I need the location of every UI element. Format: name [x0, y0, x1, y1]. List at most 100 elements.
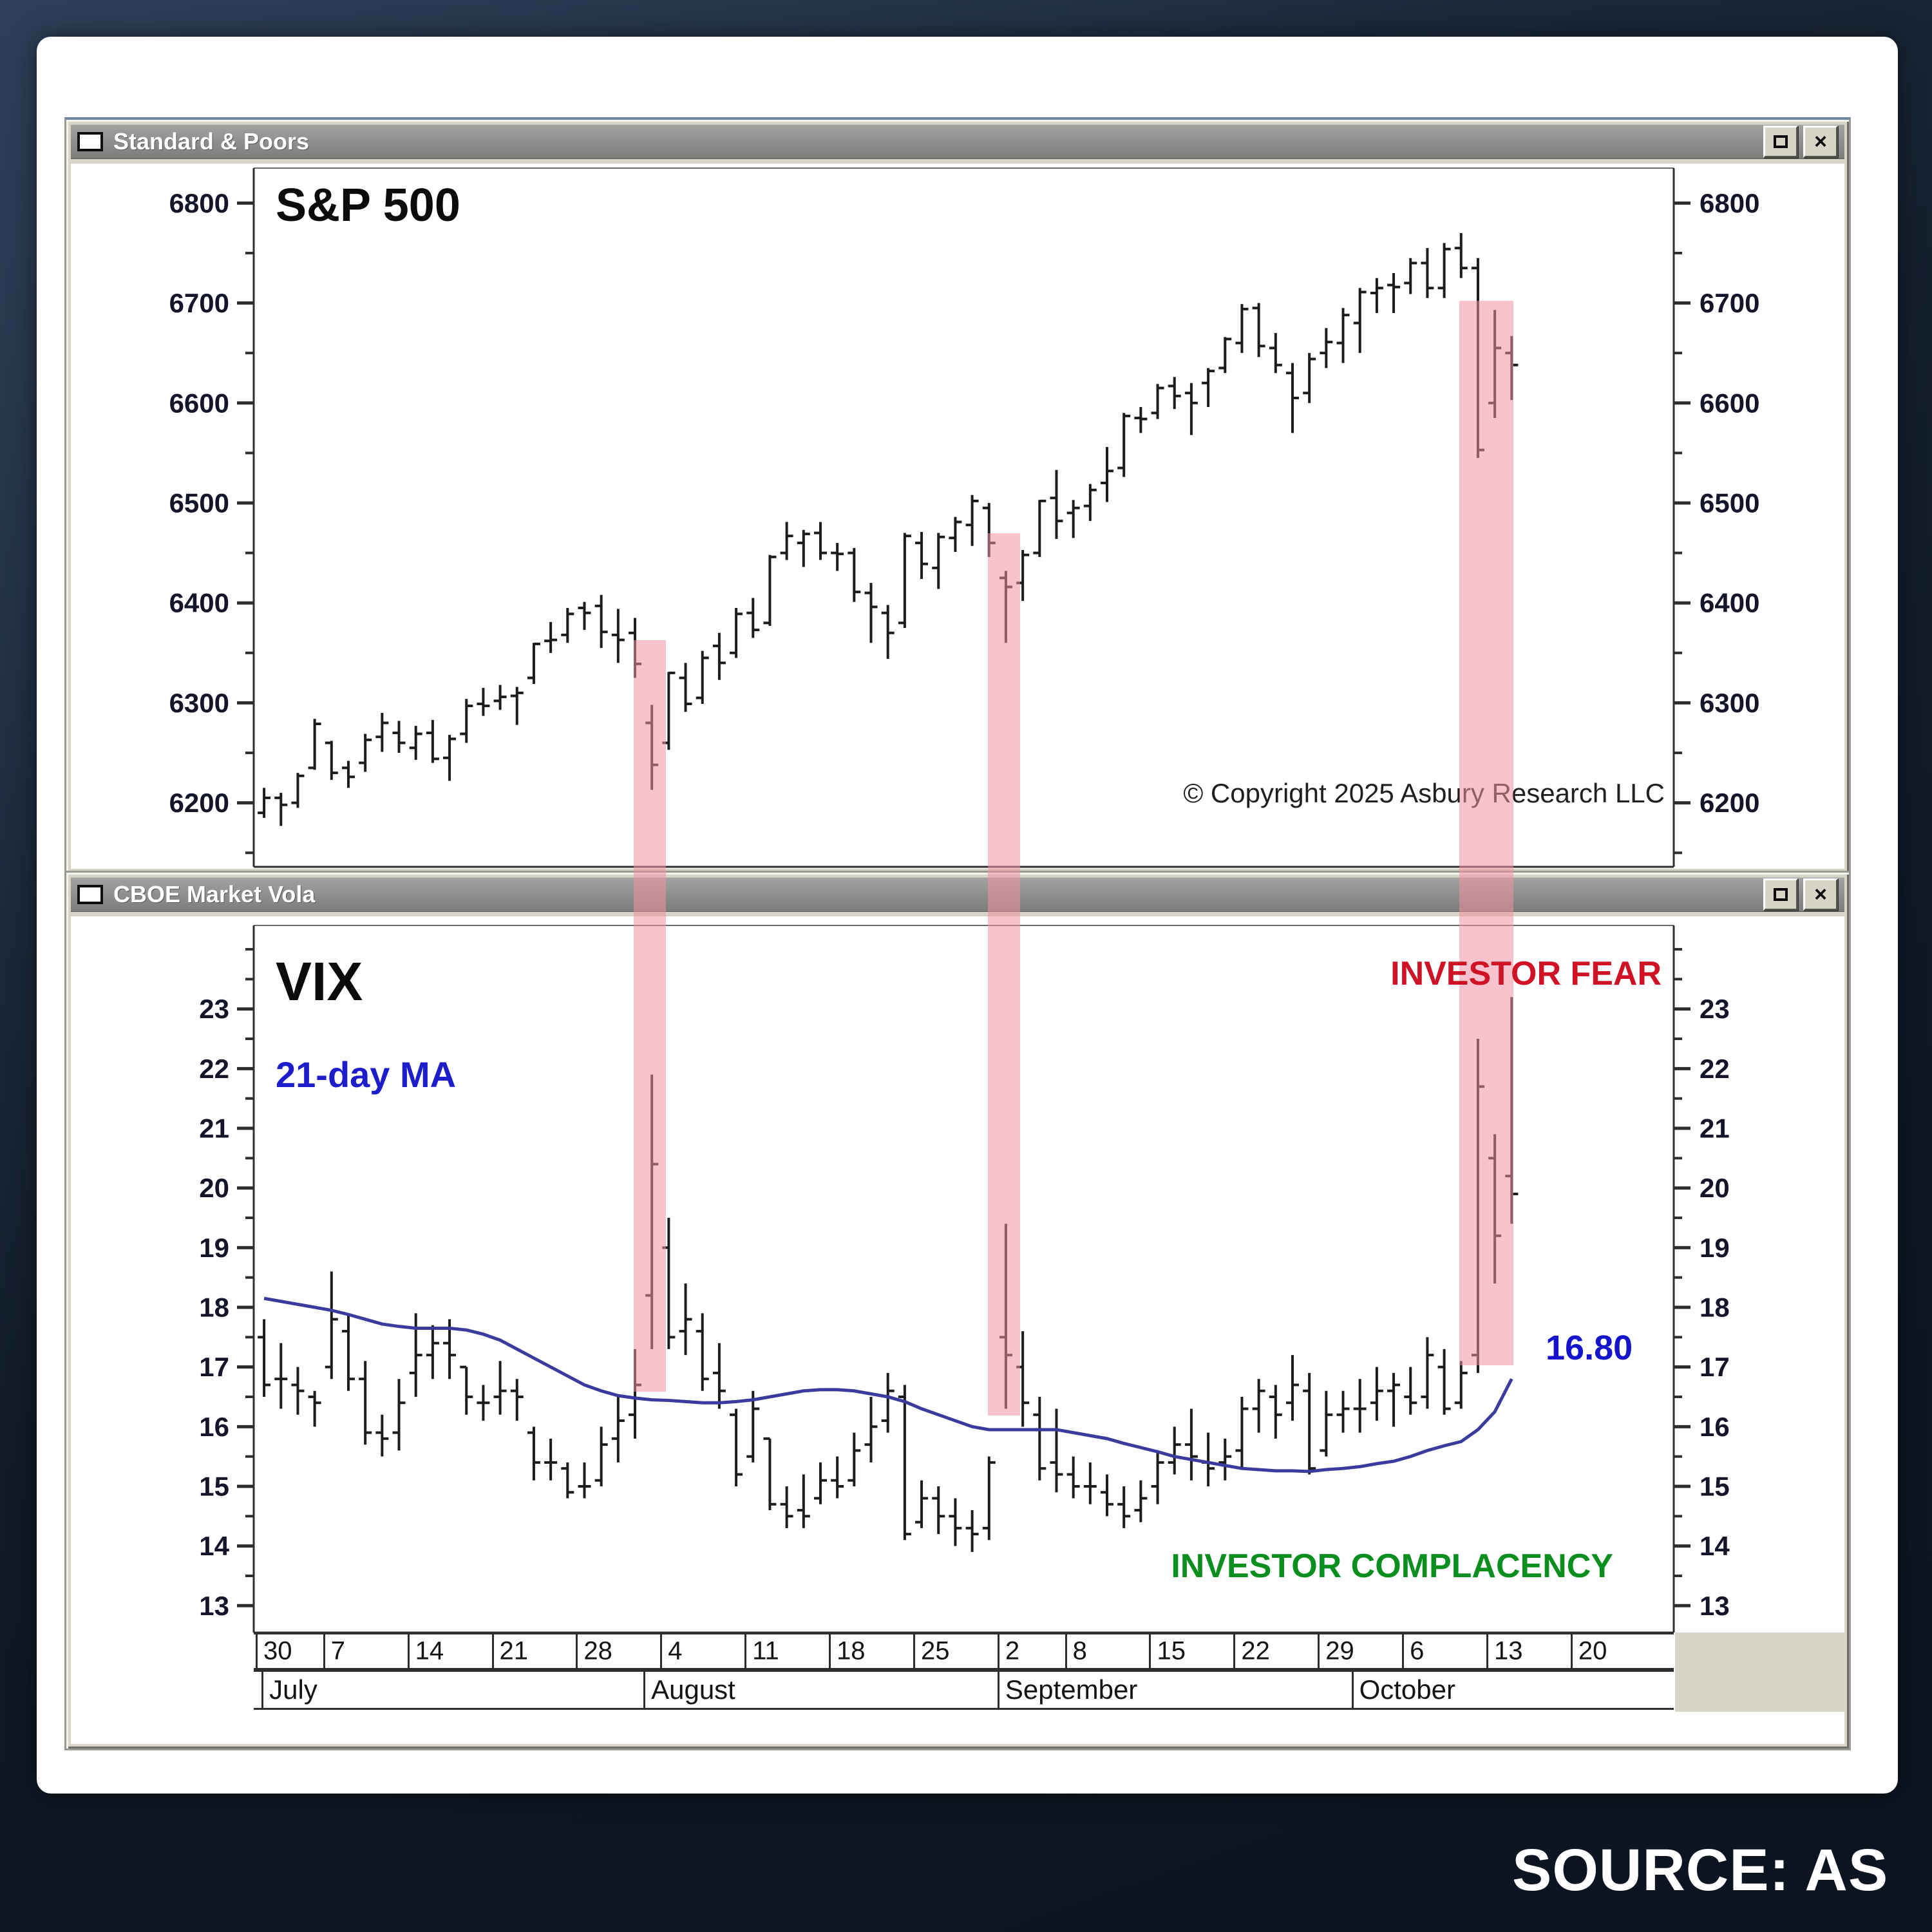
axis-divider: [1149, 1634, 1151, 1668]
y-axis-tick-label: 6700: [1700, 288, 1759, 318]
y-axis-tick-label: 6300: [169, 688, 229, 718]
vix-window-title: CBOE Market Vola: [113, 881, 316, 907]
x-axis-tick-label: 14: [415, 1636, 444, 1665]
axis-divider: [997, 1634, 999, 1668]
close-button[interactable]: ×: [1803, 878, 1838, 911]
y-axis-tick-label: 6800: [169, 188, 229, 218]
x-axis-tick-label: 22: [1241, 1636, 1270, 1665]
x-axis-tick-label: 25: [920, 1636, 950, 1665]
ma-last-value-label: 16.80: [1546, 1329, 1633, 1367]
y-axis-tick-label: 14: [199, 1531, 229, 1561]
axis-divider: [660, 1634, 663, 1668]
x-axis-tick-label: 11: [752, 1636, 779, 1665]
y-axis-tick-label: 19: [199, 1233, 229, 1263]
y-axis-tick-label: 14: [1700, 1531, 1730, 1561]
x-axis-tick-label: 30: [263, 1636, 292, 1665]
y-axis-tick-label: 22: [199, 1054, 229, 1084]
window-cboe-market-vola: CBOE Market Vola × 13 13 14 14 15 15 16 16 17 17 1…: [64, 871, 1851, 1750]
vix-window-titlebar[interactable]: CBOE Market Vola ×: [71, 877, 1844, 912]
y-axis-tick-label: 6800: [1700, 188, 1759, 218]
axis-divider: [913, 1634, 915, 1668]
axis-divider: [576, 1634, 578, 1668]
y-axis-tick-label: 6200: [169, 788, 229, 818]
fear-correlation-band: [634, 640, 667, 1392]
y-axis-tick-label: 20: [1700, 1173, 1730, 1203]
axis-divider: [256, 1634, 258, 1668]
x-axis-tick-label: 13: [1494, 1636, 1523, 1665]
sp500-chart-title: S&P 500: [276, 180, 460, 231]
x-axis-tick-label: 4: [668, 1636, 683, 1665]
sp500-plot: 6200 6200 6300 6300 6400 6400 6500 6500 6600 6600…: [169, 167, 1759, 868]
x-axis-tick-label: October: [1359, 1674, 1455, 1705]
y-axis-tick-label: 6600: [1700, 388, 1759, 418]
close-icon: ×: [1814, 882, 1827, 907]
y-axis-tick-label: 17: [1700, 1352, 1730, 1382]
axis-divider: [997, 1672, 999, 1708]
investor-fear-label: INVESTOR FEAR: [1390, 955, 1662, 992]
y-axis-tick-label: 18: [199, 1293, 229, 1323]
maximize-button[interactable]: [1763, 878, 1798, 911]
sp-chart-area: 6200 6200 6300 6300 6400 6400 6500 6500 6600 6600…: [71, 164, 1844, 869]
y-axis-tick-label: 20: [199, 1173, 229, 1203]
axis-divider: [407, 1634, 410, 1668]
y-axis-tick-label: 17: [199, 1352, 229, 1382]
maximize-button[interactable]: [1763, 126, 1798, 158]
axis-divider: [491, 1634, 494, 1668]
source-caption: SOURCE: AS: [1512, 1837, 1889, 1903]
vix-21day-ma-line: [263, 1296, 1513, 1473]
y-axis-tick-label: 6300: [1700, 688, 1759, 718]
y-axis-tick-label: 6400: [1700, 588, 1759, 618]
window-icon: [77, 885, 103, 904]
axis-strip-filler: [1675, 1633, 1844, 1712]
y-axis-tick-label: 23: [199, 994, 229, 1024]
sp-window-titlebar[interactable]: Standard & Poors ×: [71, 124, 1844, 159]
window-standard-and-poors: Standard & Poors × 6200 6200 6300 6300 6400 6…: [64, 117, 1851, 875]
axis-divider: [643, 1672, 646, 1708]
x-axis-tick-label: 20: [1578, 1636, 1607, 1665]
investor-complacency-label: INVESTOR COMPLACENCY: [1171, 1548, 1613, 1585]
close-button[interactable]: ×: [1803, 126, 1838, 158]
y-axis-tick-label: 13: [199, 1591, 229, 1621]
x-axis-tick-label: 8: [1072, 1636, 1087, 1665]
y-axis-tick-label: 6200: [1700, 788, 1759, 818]
x-axis-tick-label: August: [651, 1674, 735, 1705]
axis-divider: [1486, 1634, 1489, 1668]
axis-divider: [829, 1634, 831, 1668]
y-axis-tick-label: 18: [1700, 1293, 1730, 1323]
x-axis-tick-label: 2: [1005, 1636, 1020, 1665]
maximize-icon: [1774, 135, 1788, 148]
sp500-ohlc-bars: [258, 232, 1519, 826]
week-axis-strip: 30 7 14 21 28 4 11 18 25 2 8 15 22 29 6 13 20: [254, 1633, 1674, 1670]
sp-window-title: Standard & Poors: [113, 128, 310, 155]
axis-divider: [323, 1634, 325, 1668]
x-axis-tick-label: 29: [1325, 1636, 1354, 1665]
copyright-text: © Copyright 2025 Asbury Research LLC: [1183, 778, 1665, 808]
y-axis-tick-label: 19: [1700, 1233, 1730, 1263]
axis-divider: [1233, 1634, 1236, 1668]
window-icon: [77, 132, 103, 151]
maximize-icon: [1774, 888, 1788, 901]
x-axis-tick-label: July: [269, 1674, 317, 1705]
axis-divider: [744, 1634, 747, 1668]
axis-divider: [1570, 1634, 1573, 1668]
x-axis-tick-label: September: [1005, 1674, 1138, 1705]
axis-divider: [1351, 1672, 1354, 1708]
y-axis-tick-label: 15: [199, 1471, 229, 1501]
month-axis-strip: July August September October: [254, 1670, 1674, 1710]
vix-plot: 13 13 14 14 15 15 16 16 17 17 18 18 19 19 20 20 21 21 22 22…: [199, 925, 1730, 1634]
x-axis-tick-label: 15: [1157, 1636, 1186, 1665]
chart-card: Standard & Poors × 6200 6200 6300 6300 6400 6…: [37, 37, 1898, 1794]
y-axis-tick-label: 21: [199, 1113, 229, 1144]
axis-divider: [261, 1672, 264, 1708]
fear-correlation-band: [1459, 300, 1513, 1365]
axis-divider: [1065, 1634, 1067, 1668]
y-axis-tick-label: 23: [1700, 994, 1730, 1024]
close-icon: ×: [1814, 129, 1827, 154]
y-axis-tick-label: 6500: [169, 488, 229, 518]
y-axis-tick-label: 16: [199, 1412, 229, 1442]
y-axis-tick-label: 21: [1700, 1113, 1730, 1144]
y-axis-tick-label: 6500: [1700, 488, 1759, 518]
y-axis-tick-label: 15: [1700, 1471, 1730, 1501]
x-axis-tick-label: 7: [330, 1636, 345, 1665]
